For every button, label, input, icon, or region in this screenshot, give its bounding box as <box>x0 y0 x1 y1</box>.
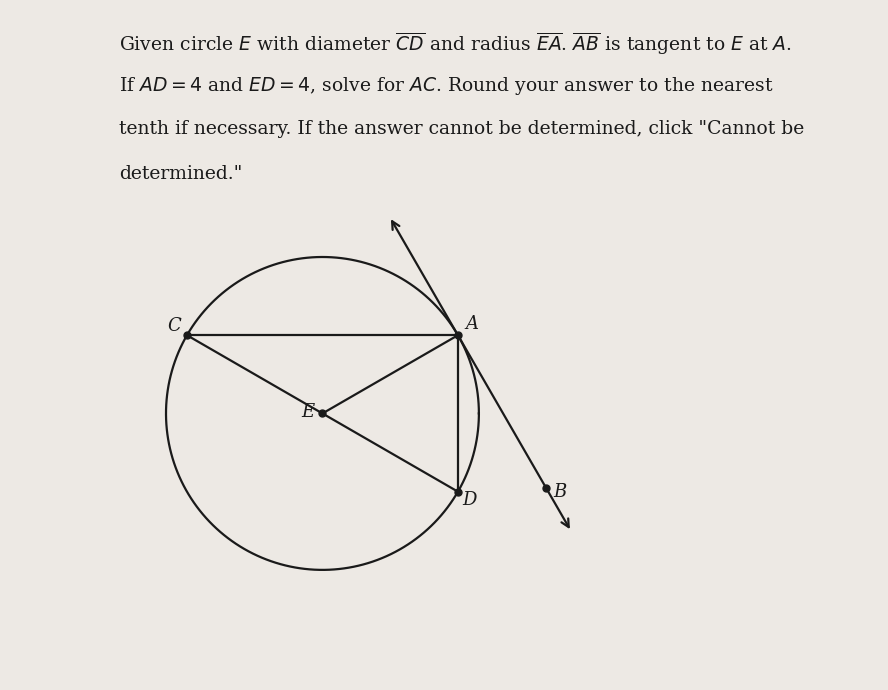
Text: If $AD = 4$ and $ED = 4$, solve for $AC$. Round your answer to the nearest: If $AD = 4$ and $ED = 4$, solve for $AC$… <box>119 75 773 97</box>
Text: tenth if necessary. If the answer cannot be determined, click "Cannot be: tenth if necessary. If the answer cannot… <box>119 120 805 138</box>
Text: C: C <box>168 317 181 335</box>
Text: E: E <box>301 404 314 422</box>
Text: D: D <box>463 491 477 509</box>
Text: A: A <box>465 315 478 333</box>
Text: determined.": determined." <box>119 165 242 183</box>
Text: Given circle $E$ with diameter $\overline{CD}$ and radius $\overline{EA}$. $\ove: Given circle $E$ with diameter $\overlin… <box>119 30 792 57</box>
Text: B: B <box>554 484 567 502</box>
